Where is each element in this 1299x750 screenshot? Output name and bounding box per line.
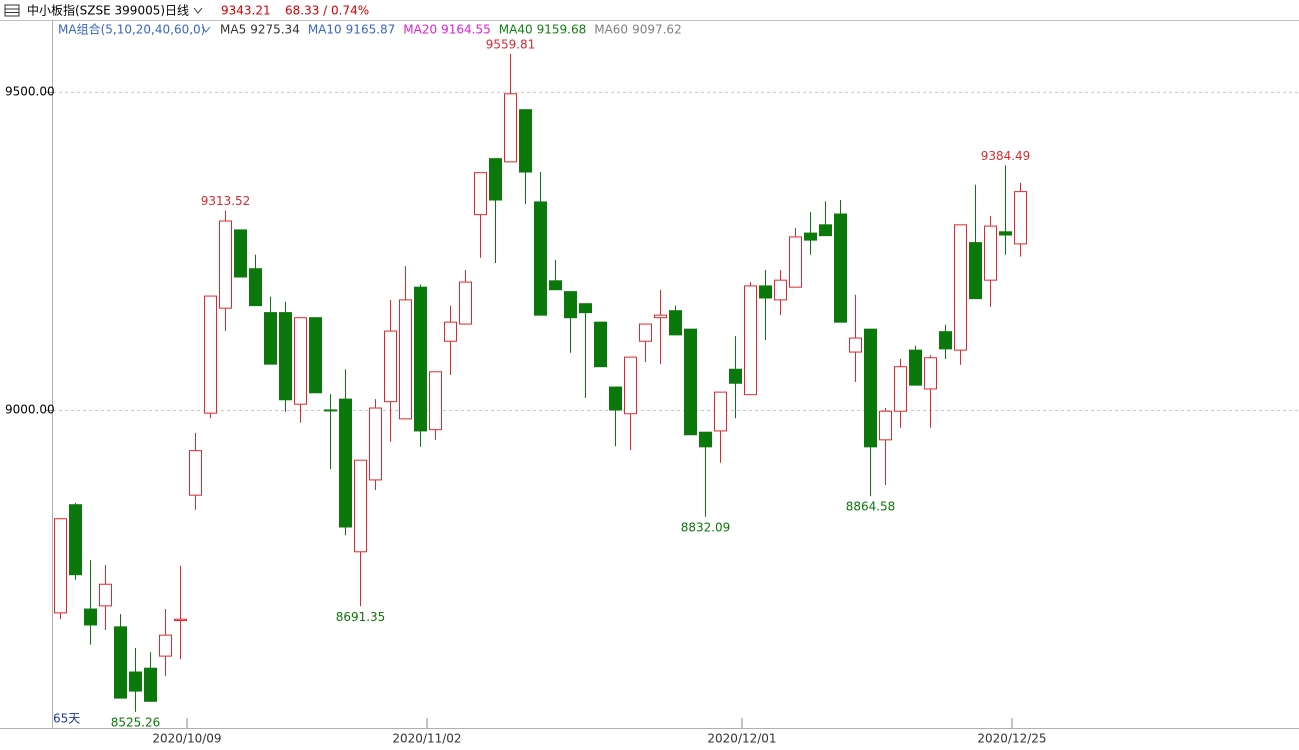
ma-dropdown[interactable] bbox=[201, 26, 211, 33]
candle-body bbox=[669, 310, 682, 336]
candle-body bbox=[189, 450, 202, 496]
candle-body bbox=[354, 459, 367, 553]
candle-body bbox=[579, 303, 592, 314]
ma-value: 9165.87 bbox=[346, 23, 396, 37]
candle-body bbox=[969, 242, 982, 300]
span-label: 65天 bbox=[53, 712, 80, 726]
x-tick-label: 2020/12/01 bbox=[707, 732, 776, 746]
low-label: 8691.35 bbox=[336, 610, 386, 624]
low-label: 8525.26 bbox=[111, 715, 161, 729]
ma-value: 9097.62 bbox=[632, 23, 682, 37]
candle-body bbox=[714, 391, 727, 432]
candle-body bbox=[69, 504, 82, 576]
candle-body bbox=[759, 285, 772, 299]
candle-body bbox=[204, 295, 217, 414]
candle-body bbox=[984, 225, 997, 281]
ma-name: MA60 bbox=[594, 23, 628, 37]
candle-body bbox=[564, 291, 577, 319]
candle-body bbox=[534, 201, 547, 316]
candle-body bbox=[744, 285, 757, 396]
candle-body bbox=[414, 286, 427, 432]
candle-body bbox=[879, 410, 892, 441]
candle-body bbox=[144, 667, 157, 702]
candle-body bbox=[84, 608, 97, 626]
y-tick-label: 9000.00 bbox=[5, 402, 55, 416]
candle-body bbox=[114, 626, 127, 699]
candle-body bbox=[864, 328, 877, 448]
low-label: 8864.58 bbox=[846, 500, 896, 514]
ma-name: MA10 bbox=[308, 23, 342, 37]
candle-body bbox=[774, 279, 787, 301]
candle-body bbox=[489, 158, 502, 201]
ma-value: 9164.55 bbox=[441, 23, 491, 37]
candle-body bbox=[699, 431, 712, 448]
candle-body bbox=[444, 321, 457, 342]
x-tick-label: 2020/11/02 bbox=[392, 732, 461, 746]
candle-body bbox=[504, 93, 517, 163]
candle-body bbox=[99, 583, 112, 607]
candle-body bbox=[339, 398, 352, 528]
candle-body bbox=[684, 328, 697, 436]
candle-body bbox=[654, 314, 667, 319]
candle-body bbox=[384, 330, 397, 403]
candle-body bbox=[624, 356, 637, 415]
candle-body bbox=[954, 224, 967, 351]
ma-name: MA40 bbox=[499, 23, 533, 37]
ma-name: MA5 bbox=[220, 23, 246, 37]
candle-body bbox=[279, 312, 292, 401]
candle-body bbox=[849, 337, 862, 353]
candle-body bbox=[729, 368, 742, 384]
ma-value: 9159.68 bbox=[537, 23, 587, 37]
candle-body bbox=[804, 232, 817, 241]
y-tick-label: 9500.00 bbox=[5, 84, 55, 98]
candle-body bbox=[894, 366, 907, 412]
candle-body bbox=[294, 317, 307, 405]
candle-body bbox=[594, 321, 607, 368]
x-tick-label: 2020/10/09 bbox=[152, 732, 221, 746]
candle-body bbox=[429, 371, 442, 431]
candle-body bbox=[789, 236, 802, 288]
candle-body bbox=[459, 281, 472, 325]
candle-body bbox=[159, 634, 172, 657]
index-title: 中小板指(SZSE 399005) bbox=[27, 3, 165, 18]
candle-body bbox=[834, 213, 847, 323]
candle-body bbox=[309, 317, 322, 394]
ma-value: 9275.34 bbox=[250, 23, 300, 37]
ma-group-label[interactable]: MA组合(5,10,20,40,60,0) bbox=[58, 22, 205, 37]
period-selector[interactable]: 日线 bbox=[165, 4, 189, 18]
period-dropdown[interactable] bbox=[193, 7, 203, 14]
candle-body bbox=[909, 349, 922, 386]
candle-body bbox=[324, 409, 337, 412]
candle-body bbox=[999, 231, 1012, 236]
candle-body bbox=[819, 224, 832, 237]
candle-body bbox=[264, 312, 277, 365]
candle-body bbox=[519, 109, 532, 173]
candle-body bbox=[924, 357, 937, 390]
candle-body bbox=[369, 407, 382, 481]
high-label: 9384.49 bbox=[981, 149, 1031, 163]
ma-name: MA20 bbox=[403, 23, 437, 37]
candle-body bbox=[54, 518, 67, 614]
candle-body bbox=[939, 331, 952, 350]
candle-body bbox=[609, 386, 622, 411]
candle-body bbox=[1014, 191, 1027, 245]
candle-body bbox=[474, 172, 487, 216]
candle-body bbox=[549, 280, 562, 291]
high-label: 9559.81 bbox=[486, 37, 536, 51]
price-change: 68.33 / 0.74% bbox=[285, 4, 369, 18]
low-label: 8832.09 bbox=[681, 520, 731, 534]
header-icon bbox=[4, 4, 20, 17]
candle-body bbox=[219, 220, 232, 309]
high-label: 9313.52 bbox=[201, 194, 251, 208]
x-tick-label: 2020/12/25 bbox=[977, 732, 1046, 746]
candle-body bbox=[234, 229, 247, 278]
candle-body bbox=[174, 618, 187, 621]
candle-body bbox=[639, 323, 652, 342]
candle-body bbox=[249, 268, 262, 307]
candle-body bbox=[129, 671, 142, 692]
candle-body bbox=[399, 299, 412, 420]
last-price: 9343.21 bbox=[221, 4, 271, 18]
